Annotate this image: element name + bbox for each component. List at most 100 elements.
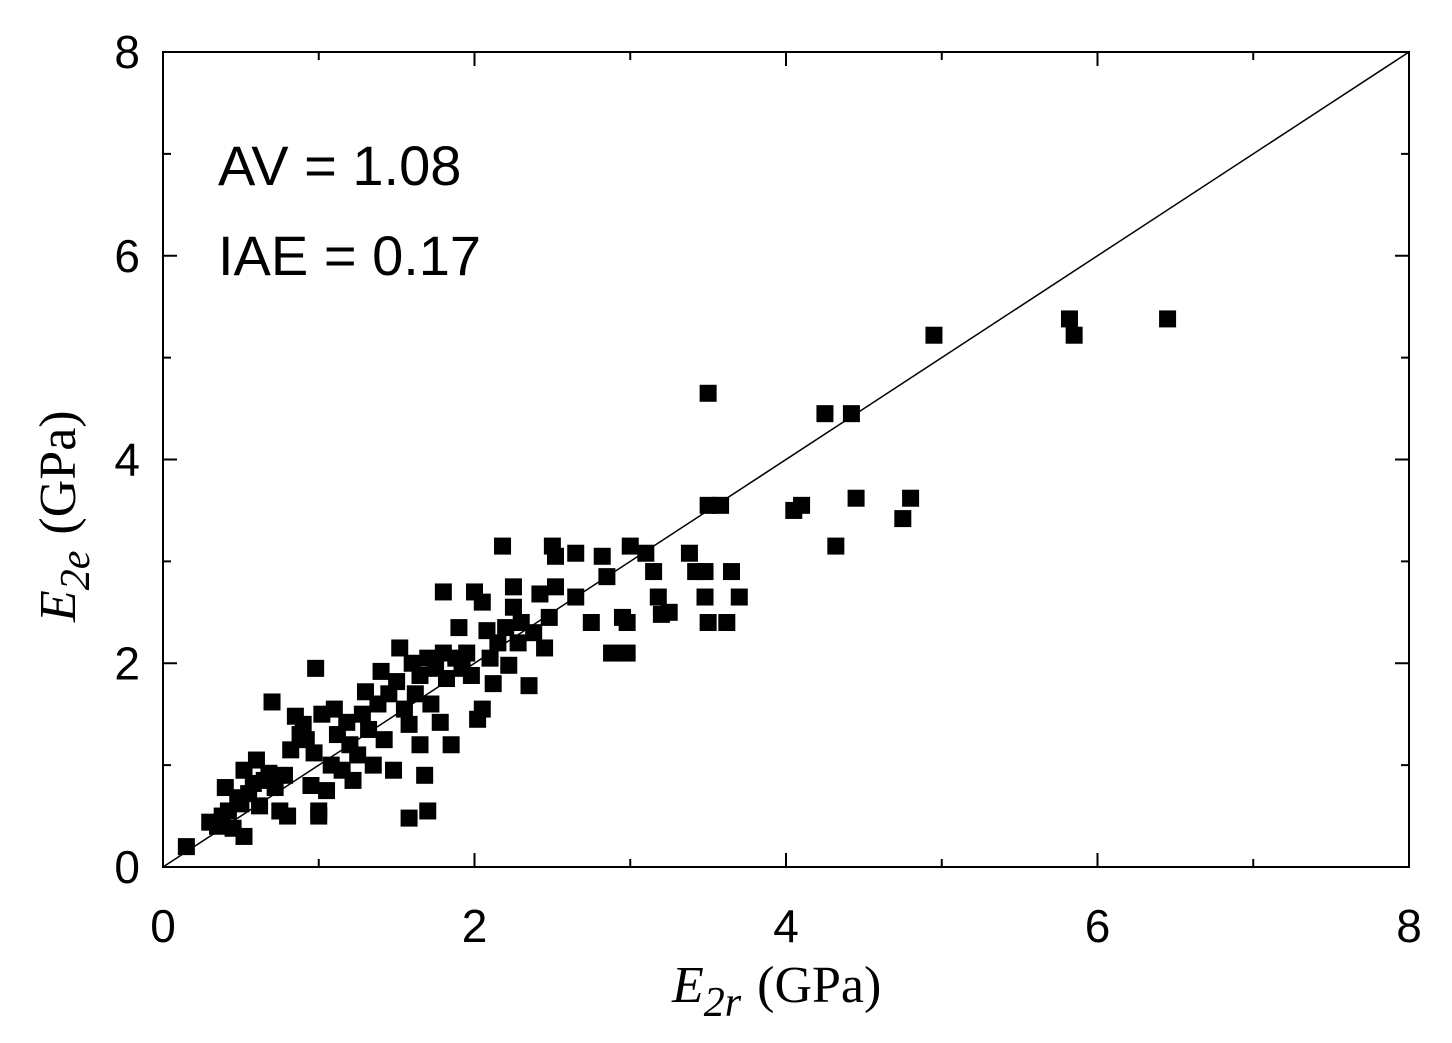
data-point	[525, 624, 543, 642]
data-point	[431, 713, 449, 731]
data-point	[504, 578, 522, 596]
axis-ticks	[162, 51, 1410, 868]
x-axis-unit: (GPa)	[757, 957, 881, 1014]
data-point	[416, 766, 434, 784]
y-tick-label: 0	[114, 841, 140, 893]
data-point	[531, 585, 549, 603]
data-point	[385, 761, 403, 779]
data-point	[344, 771, 362, 789]
x-axis-symbol: E	[671, 957, 704, 1014]
data-point	[419, 802, 437, 820]
data-point	[536, 639, 554, 657]
x-axis-subscript: 2r	[704, 980, 742, 1026]
data-point	[462, 666, 480, 684]
data-point	[722, 563, 740, 581]
data-point	[894, 510, 912, 528]
annotation-iae: IAE = 0.17	[218, 224, 481, 287]
data-points	[177, 310, 1177, 856]
x-tick-labels: 0 2 4 6 8	[150, 900, 1422, 952]
data-point	[325, 700, 343, 718]
data-point	[793, 496, 811, 514]
data-point	[263, 693, 281, 711]
data-point	[395, 700, 413, 718]
data-point	[302, 777, 320, 794]
data-point	[546, 547, 564, 565]
data-point	[297, 731, 315, 749]
data-point	[177, 838, 195, 856]
data-point	[400, 809, 418, 827]
data-point	[372, 662, 390, 680]
data-point	[680, 544, 698, 562]
data-point	[699, 614, 717, 631]
data-point	[247, 751, 265, 769]
data-point	[598, 568, 616, 586]
data-point	[509, 634, 527, 652]
y-axis-title: E2e (GPa)	[30, 410, 99, 623]
data-point	[310, 807, 328, 825]
data-point	[275, 766, 293, 784]
data-point	[388, 673, 406, 691]
annotation-av: AV = 1.08	[218, 134, 461, 197]
data-point	[660, 603, 678, 621]
data-point	[1065, 326, 1083, 344]
data-point	[816, 405, 834, 423]
data-point	[567, 588, 585, 606]
data-point	[260, 764, 278, 782]
data-point	[349, 746, 367, 764]
data-point	[294, 715, 312, 733]
data-point	[353, 705, 371, 723]
data-point	[593, 547, 611, 565]
y-tick-label: 8	[114, 26, 140, 78]
data-point	[391, 639, 409, 657]
data-point	[235, 827, 253, 845]
data-point	[618, 644, 636, 662]
y-tick-label: 6	[114, 230, 140, 282]
data-point	[540, 608, 558, 626]
y-tick-label: 2	[114, 637, 140, 689]
y-tick-label: 4	[114, 434, 140, 486]
data-point	[1060, 310, 1078, 328]
data-point	[520, 677, 538, 695]
data-point	[618, 614, 636, 631]
data-point	[434, 583, 452, 601]
x-tick-label: 0	[150, 900, 176, 952]
data-point	[437, 670, 455, 688]
data-point	[307, 659, 325, 677]
x-tick-label: 2	[462, 900, 488, 952]
data-point	[406, 685, 424, 703]
data-point	[305, 744, 323, 762]
data-point	[603, 644, 621, 662]
data-point	[649, 588, 667, 606]
data-point	[473, 700, 491, 718]
data-point	[500, 656, 518, 674]
data-point	[400, 715, 418, 733]
data-point	[497, 619, 515, 637]
data-point	[637, 544, 655, 562]
data-point	[494, 537, 512, 555]
data-point	[504, 598, 522, 616]
data-point	[582, 614, 600, 631]
data-point	[338, 713, 356, 731]
data-point	[318, 782, 336, 800]
data-point	[484, 675, 502, 693]
data-point	[827, 537, 845, 555]
y-tick-labels: 0 2 4 6 8	[114, 26, 140, 893]
data-point	[847, 489, 865, 507]
x-tick-label: 8	[1396, 900, 1422, 952]
x-tick-label: 4	[773, 900, 799, 952]
data-point	[567, 544, 585, 562]
data-point	[375, 731, 393, 749]
data-point	[718, 614, 736, 631]
data-point	[645, 563, 663, 581]
data-point	[489, 634, 507, 652]
y-axis-symbol: E	[30, 590, 87, 623]
data-point	[546, 578, 564, 596]
data-point	[422, 695, 440, 713]
data-point	[699, 384, 717, 402]
data-point	[842, 405, 860, 423]
data-point	[925, 326, 943, 344]
x-tick-label: 6	[1085, 900, 1111, 952]
data-point	[411, 736, 429, 754]
data-point	[411, 666, 429, 684]
